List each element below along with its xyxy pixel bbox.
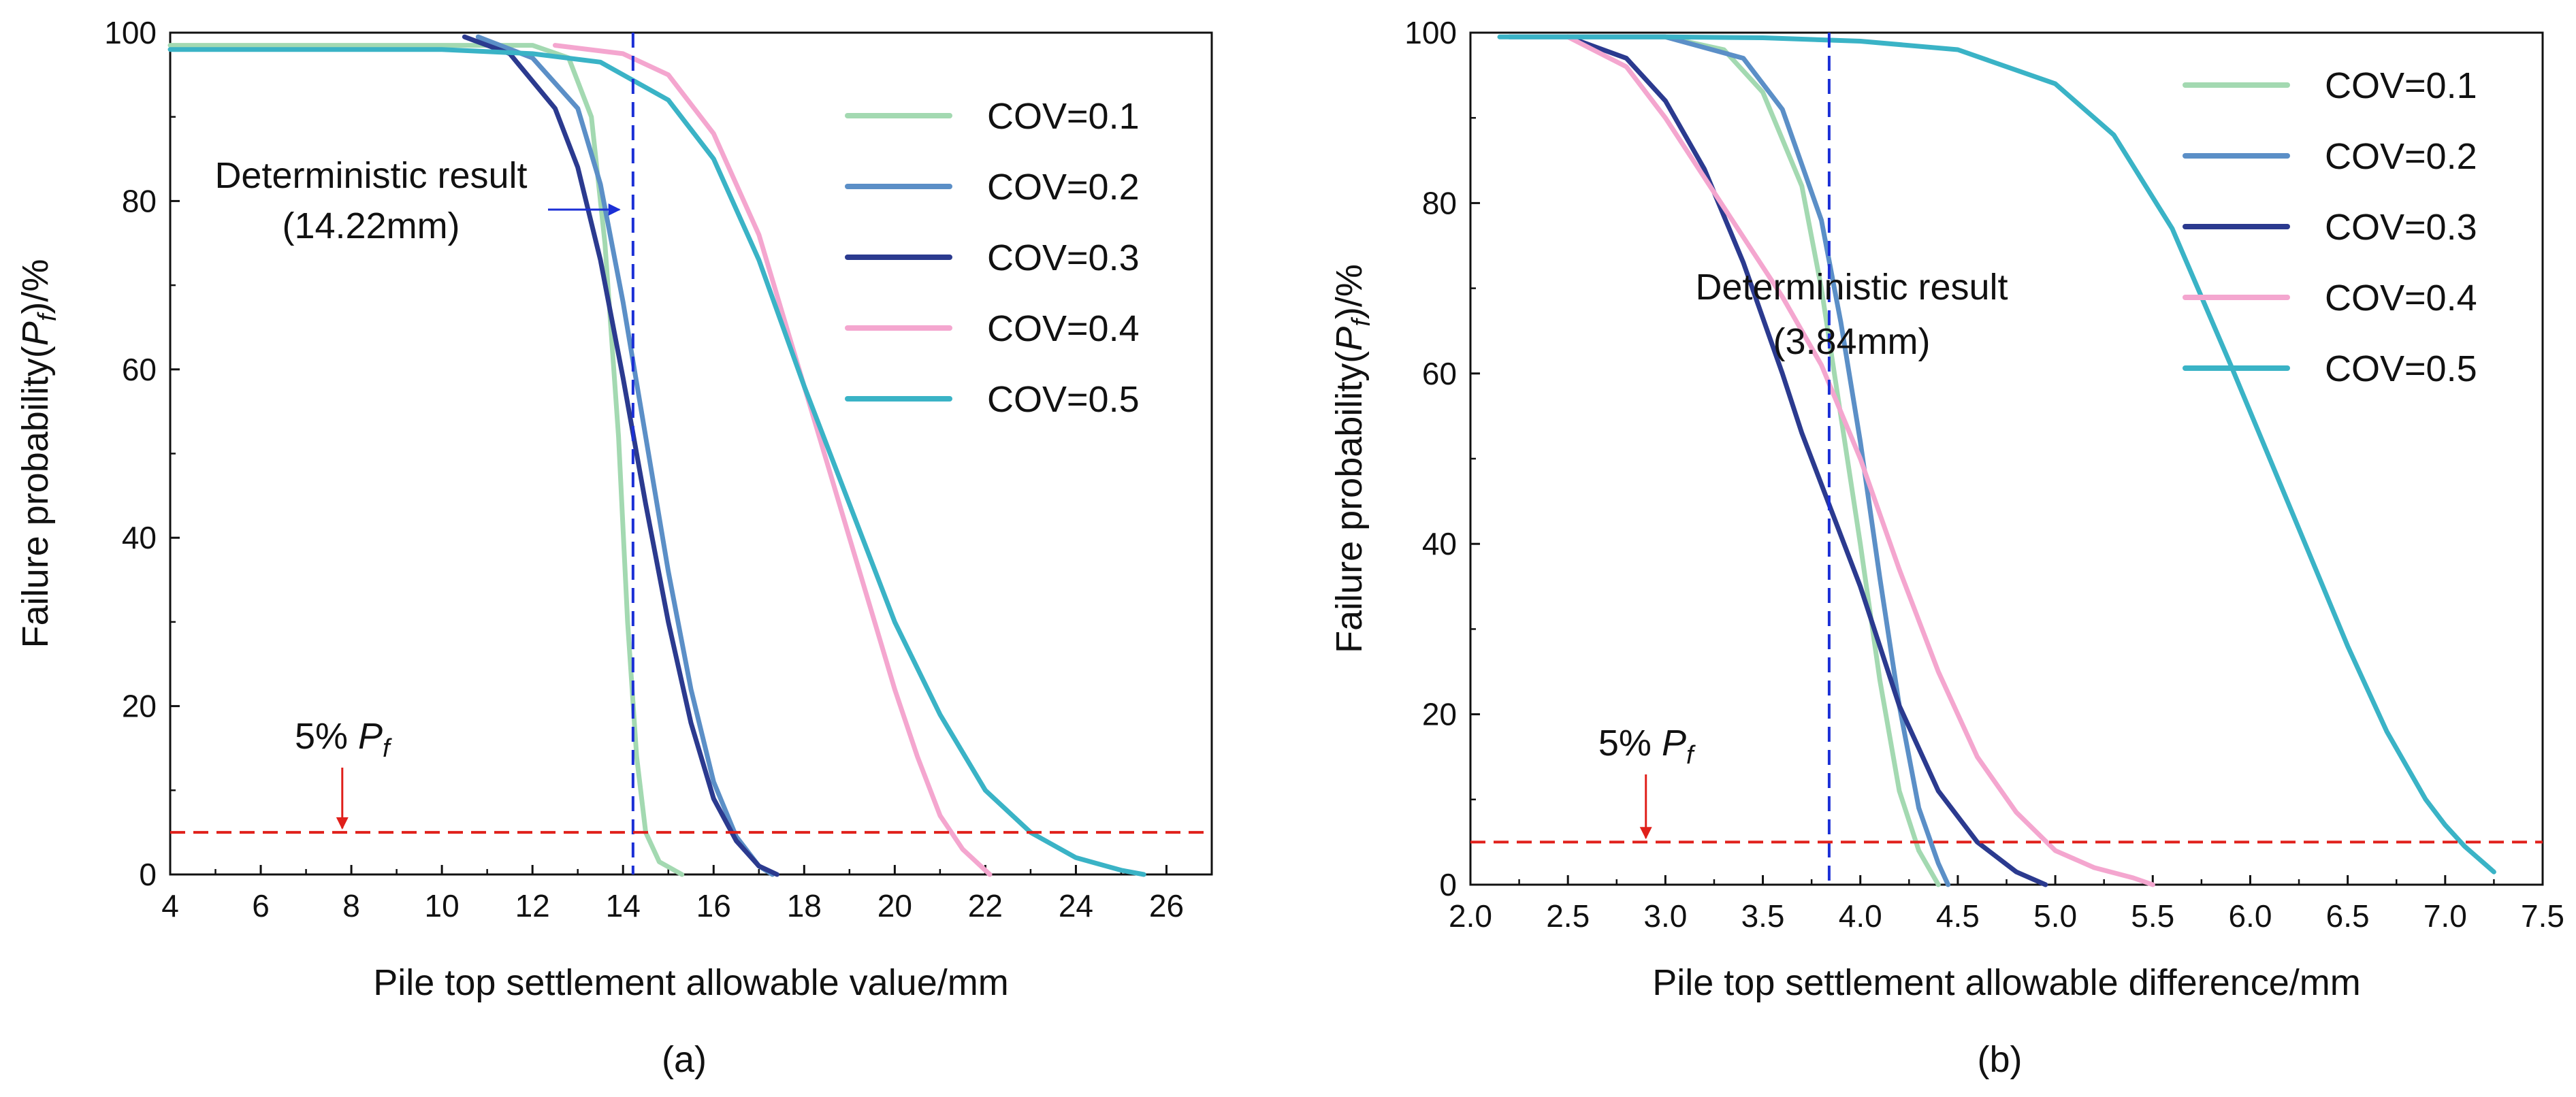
panel-b-x-tick-label: 5.5 [2131,898,2174,934]
panel-a-y-axis-label: Failure probability(Pf)/% [15,259,62,649]
panel-a-pf-label: 5% Pf [295,716,392,763]
panel-a-x-tick-label: 22 [968,888,1003,923]
panel-b-series-line-COV-0_2 [1507,34,1951,887]
chart-panel-b: 2.0 2.5 3.0 3.5 4.0 4.5 5.0 5.5 6.0 6.5 7.0 7.5 0 20 4… [1329,15,2564,1080]
panel-a-deterministic-value: (14.22mm) [282,206,460,246]
panel-b-x-tick-label: 7.5 [2521,898,2564,934]
panel-a-series-line-COV-0_5 [167,47,1146,877]
panel-b-x-tick-label: 3.0 [1643,898,1687,934]
panel-b-x-axis-label: Pile top settlement allowable difference… [1652,962,2361,1003]
panel-b-x-tick-label: 4.5 [1936,898,1980,934]
panel-a-series-line-COV-0_1 [167,43,685,877]
panel-a-x-axis-label: Pile top settlement allowable value/mm [373,962,1008,1003]
panel-a-y-tick-label: 0 [139,857,157,892]
panel-b-x-tick-label: 4.0 [1839,898,1882,934]
panel-b-x-tick-label: 6.0 [2228,898,2272,934]
panel-b-y-tick-label: 40 [1422,526,1457,561]
panel-b-x-tick-label: 2.5 [1546,898,1590,934]
panel-b-x-tick-label: 2.0 [1449,898,1492,934]
panel-b-series-line-COV-0_1 [1507,34,1941,887]
panel-a-series-line-COV-0_4 [552,43,993,877]
panel-a-x-tick-label: 4 [161,888,179,923]
panel-a-legend-label: COV=0.4 [987,308,1140,349]
panel-b-y-tick-label: 60 [1422,356,1457,391]
panel-b-legend-label: COV=0.3 [2325,207,2477,248]
panel-b-pf-label: 5% Pf [1598,723,1696,770]
panel-a-y-tick-label: 40 [122,520,157,555]
panel-a-series-line-COV-0_3 [462,34,779,877]
panel-a-x-tick-label: 12 [515,888,550,923]
panel-b-y-tick-label: 0 [1439,867,1457,902]
panel-a-y-tick-label: 20 [122,689,157,724]
panel-a-x-tick-label: 14 [606,888,641,923]
panel-a-legend-label: COV=0.3 [987,238,1140,278]
chart-panel-a: 4 6 8 10 12 14 16 18 20 22 24 26 0 20 40 60 80 100 Pile to… [15,15,1213,1080]
panel-b-y-tick-label: 80 [1422,185,1457,220]
panel-b-y-tick-label: 100 [1404,15,1457,50]
panel-b-legend-label: COV=0.4 [2325,278,2477,318]
panel-b-y-tick-label: 20 [1422,697,1457,732]
panel-a-x-tick-label: 24 [1059,888,1093,923]
panel-b-x-tick-label: 6.5 [2326,898,2370,934]
panel-a-x-tick-label: 18 [787,888,822,923]
panel-b-deterministic-value: (3.84mm) [1773,321,1930,362]
panel-a-legend-label: COV=0.1 [987,96,1140,137]
panel-a-legend-label: COV=0.2 [987,167,1140,208]
panel-a-x-tick-label: 6 [252,888,270,923]
panel-b-legend-label: COV=0.2 [2325,136,2477,177]
panel-b-x-tick-label: 7.0 [2424,898,2467,934]
panel-a-legend-label: COV=0.5 [987,379,1140,420]
panel-b-x-tick-label: 3.5 [1741,898,1785,934]
panel-b-y-axis-label: Failure probability(Pf)/% [1329,264,1376,653]
panel-b-legend-label: COV=0.5 [2325,348,2477,389]
panel-a-x-tick-label: 20 [878,888,912,923]
panel-b-deterministic-title: Deterministic result [1695,267,2008,308]
panel-b-series-line-COV-0_3 [1565,34,2048,887]
panel-b-legend-label: COV=0.1 [2325,65,2477,106]
panel-a-deterministic-title: Deterministic result [214,155,527,196]
panel-b-series-line-COV-0_4 [1565,34,2155,887]
panel-a-x-tick-label: 16 [696,888,731,923]
panel-a-x-tick-label: 8 [342,888,360,923]
panel-b-x-tick-label: 5.0 [2033,898,2077,934]
panel-a-y-tick-label: 60 [122,352,157,387]
panel-a-x-tick-label: 26 [1149,888,1184,923]
panel-a-y-tick-label: 100 [104,15,157,50]
panel-a-y-tick-label: 80 [122,183,157,218]
panel-a-panel-label: (a) [662,1039,707,1080]
panel-a-x-tick-label: 10 [425,888,460,923]
panel-b-panel-label: (b) [1978,1039,2023,1080]
